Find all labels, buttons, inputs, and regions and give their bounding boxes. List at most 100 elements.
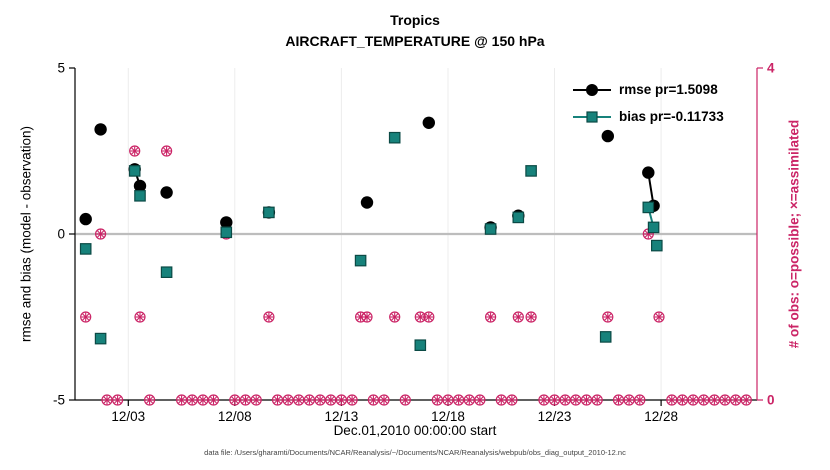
data-file-caption: data file: /Users/gharamti/Documents/NCA… — [204, 448, 626, 457]
bias-point — [263, 206, 275, 219]
bias-point — [220, 226, 233, 239]
obs-count-marker — [239, 394, 252, 406]
obs-count-marker — [325, 394, 337, 406]
rmse-point — [642, 166, 655, 179]
obs-count-marker — [495, 394, 507, 406]
x-tick-label: 12/18 — [431, 409, 465, 424]
bias-point — [354, 254, 367, 267]
y-tick-label-right: 0 — [767, 393, 775, 408]
chart-title: Tropics — [390, 12, 440, 28]
obs-count-marker — [197, 394, 209, 406]
obs-count-marker — [538, 394, 550, 406]
obs-count-marker — [144, 394, 156, 406]
obs-count-marker — [740, 394, 752, 406]
obs-count-marker — [389, 311, 401, 323]
obs-count-marker — [186, 394, 198, 406]
obs-count-marker — [229, 394, 241, 406]
obs-count-marker — [271, 394, 284, 406]
obs-count-marker — [719, 394, 731, 406]
y-tick-label-left: 0 — [57, 227, 65, 242]
rmse-point — [133, 179, 147, 193]
rmse-point — [601, 129, 614, 143]
rmse-point — [360, 196, 374, 209]
obs-count-marker — [176, 394, 188, 406]
obs-count-marker — [580, 394, 593, 406]
rmse-point — [160, 186, 173, 199]
obs-count-marker — [293, 394, 305, 406]
obs-count-marker — [335, 394, 347, 406]
bias-point — [414, 339, 427, 351]
obs-count-marker — [129, 145, 141, 157]
obs-count-marker — [101, 394, 113, 406]
obs-count-marker — [676, 394, 689, 406]
obs-count-marker — [367, 394, 379, 406]
rmse-point — [422, 116, 435, 129]
obs-count-marker — [399, 394, 411, 406]
rmse-series — [79, 116, 660, 234]
bias-point — [134, 190, 146, 202]
bias-series — [79, 131, 663, 351]
right-axis-label: # of obs: o=possible; ×=assimilated — [786, 119, 802, 349]
obs-count-marker — [559, 394, 571, 406]
bias-point — [94, 332, 107, 345]
obs-count-marker — [634, 394, 646, 406]
obs-count-marker — [250, 394, 262, 406]
obs-count-marker — [463, 394, 475, 406]
bias-point — [484, 223, 497, 235]
obs-count-marker — [708, 394, 721, 406]
obs-count-marker — [423, 311, 435, 323]
rmse-point — [220, 216, 233, 229]
rmse-point — [79, 212, 92, 226]
left-tick-labels: 5 0 -5 — [53, 61, 75, 408]
bias-point — [79, 243, 92, 255]
chart-subtitle: AIRCRAFT_TEMPERATURE @ 150 hPa — [285, 33, 545, 49]
obs-count-marker — [525, 311, 537, 323]
obs-count-marker — [506, 394, 518, 406]
right-tick-labels: 40 — [757, 61, 775, 408]
obs-count-marker — [134, 311, 146, 323]
obs-count-marker — [442, 394, 454, 406]
legend-item-bias: bias pr=-0.11733 — [572, 103, 724, 130]
bias-legend-marker-icon — [572, 109, 612, 125]
x-tick-label: 12/08 — [218, 409, 252, 424]
obs-count-marker — [666, 394, 678, 406]
legend-label-bias: bias pr=-0.11733 — [619, 109, 724, 124]
obs-count-marker — [612, 394, 625, 406]
bias-point — [599, 331, 612, 343]
bias-point — [642, 201, 655, 214]
x-tick-labels: 12/03 12/08 12/13 12/18 12/23 12/28 — [111, 400, 678, 424]
obs-count-marker — [730, 394, 742, 406]
bias-legend-sample — [573, 110, 611, 123]
rmse-legend-sample — [573, 83, 611, 96]
obs-count-marker — [282, 394, 294, 406]
x-tick-label: 12/13 — [325, 409, 359, 424]
bias-point — [525, 165, 537, 177]
obs-count-marker — [570, 394, 582, 406]
obs-count-series — [80, 145, 752, 406]
obs-count-marker — [474, 394, 486, 406]
obs-count-marker — [431, 394, 443, 406]
y-tick-label-left: 5 — [57, 61, 65, 76]
obs-count-marker — [111, 394, 124, 406]
bias-point — [512, 211, 525, 224]
bias-point — [647, 221, 660, 234]
obs-count-marker — [602, 311, 614, 323]
x-tick-label: 12/28 — [644, 409, 678, 424]
obs-count-marker — [161, 145, 173, 157]
x-tick-label: 12/03 — [111, 409, 145, 424]
title-block: Tropics AIRCRAFT_TEMPERATURE @ 150 hPa — [0, 10, 830, 52]
x-tick-label: 12/23 — [538, 409, 572, 424]
obs-count-marker — [303, 394, 315, 406]
obs-count-marker — [512, 311, 524, 323]
obs-count-marker — [485, 311, 497, 323]
obs-count-marker — [548, 394, 561, 406]
bias-point — [388, 131, 401, 144]
obs-count-marker — [263, 311, 275, 323]
rmse-legend-marker-icon — [572, 82, 612, 98]
rmse-point — [94, 123, 107, 136]
obs-count-marker — [623, 394, 635, 406]
y-tick-label-right: 4 — [767, 61, 775, 76]
